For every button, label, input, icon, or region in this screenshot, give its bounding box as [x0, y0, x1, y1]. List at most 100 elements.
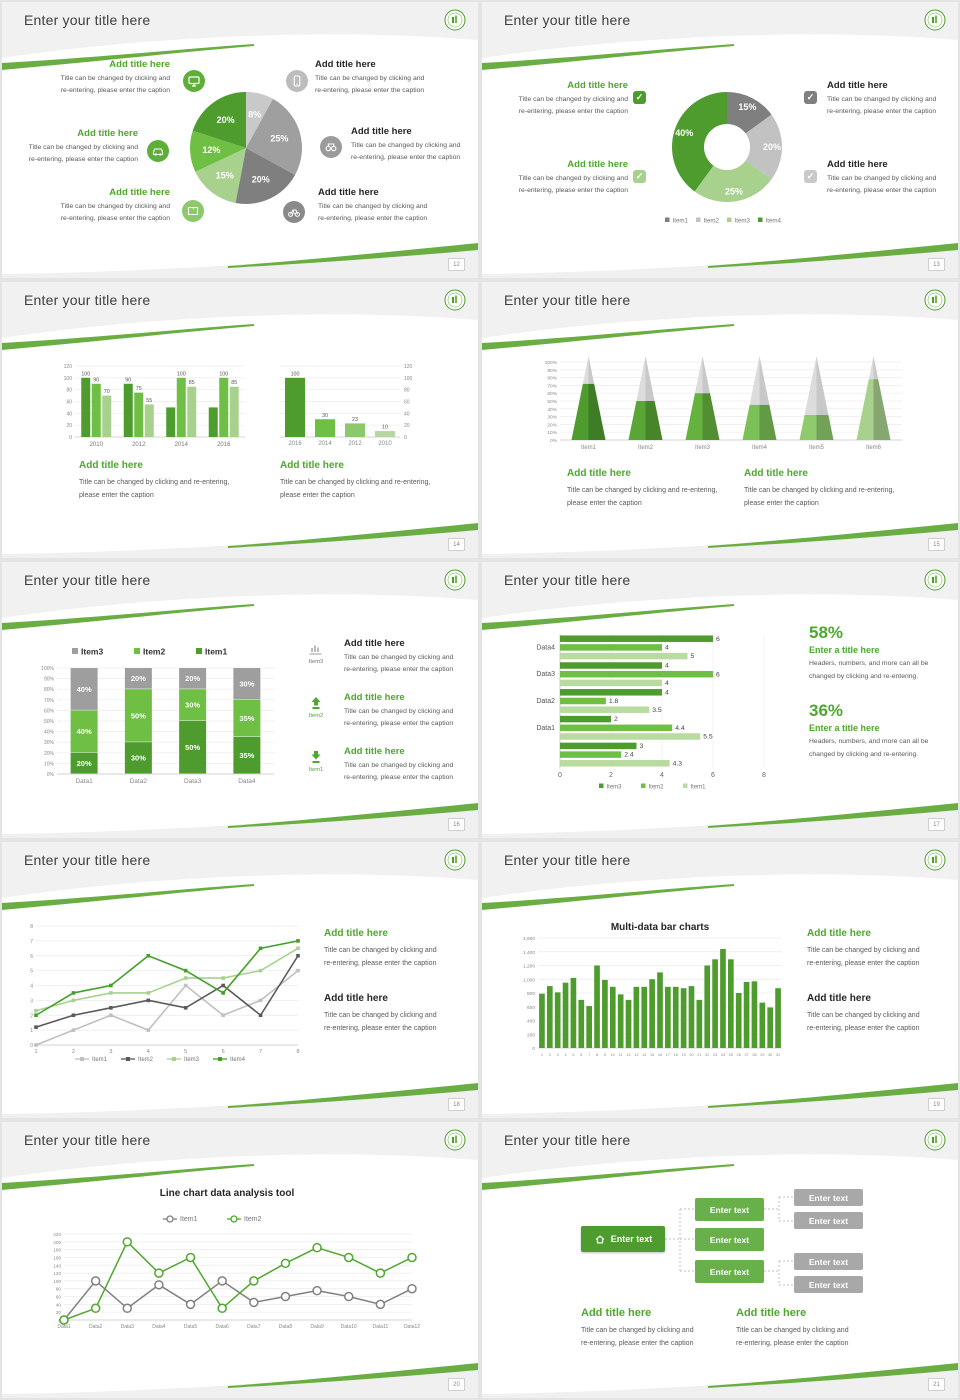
svg-text:Data2: Data2 — [130, 778, 148, 785]
callout-title: Add title here — [736, 1307, 807, 1319]
svg-text:100: 100 — [291, 371, 300, 377]
multi-data-bar-chart: Multi-data bar charts 0 200 400 600 800 1,000 1… — [523, 922, 782, 1057]
horizontal-bar-chart: 0 2 4 6 8 6 4 5 Data4 4 6 4 Data3 4 1.8 3.5 Data2 2 4.4 5.5… — [536, 634, 766, 791]
svg-text:70%: 70% — [547, 383, 557, 389]
slide-decoration — [482, 842, 958, 1118]
line-analysis-chart: Line chart data analysis tool02040608010… — [53, 1188, 420, 1330]
arrow-up-icon: Item2 — [306, 696, 326, 720]
diagram-mid-box[interactable]: Enter text — [695, 1228, 764, 1251]
slide-title: Enter your title here — [504, 1132, 631, 1148]
svg-text:Item4: Item4 — [766, 218, 782, 225]
slide-decoration — [2, 2, 478, 278]
svg-text:40: 40 — [56, 1302, 62, 1307]
slide-19: Enter your title here Multi-data bar cha… — [482, 842, 958, 1118]
svg-text:2016: 2016 — [217, 442, 231, 448]
callout: Add title here Title can be changed by c… — [344, 692, 462, 729]
svg-text:8: 8 — [762, 772, 766, 779]
svg-text:Item2: Item2 — [138, 1057, 154, 1063]
university-logo-icon — [924, 569, 946, 591]
university-logo-icon — [444, 9, 466, 31]
svg-text:23: 23 — [713, 1053, 717, 1057]
svg-text:18: 18 — [674, 1053, 678, 1057]
svg-text:70%: 70% — [44, 698, 55, 704]
slide-21: Enter your title here Enter text Enter t… — [482, 1122, 958, 1398]
diagram-root-box[interactable]: Enter text — [581, 1226, 665, 1252]
svg-text:100%: 100% — [41, 666, 54, 672]
university-logo-icon — [924, 1129, 946, 1151]
svg-text:5: 5 — [30, 969, 33, 975]
svg-text:Item2: Item2 — [638, 445, 654, 451]
checkbox-icon[interactable]: ✓ — [804, 170, 817, 183]
page-number: 20 — [448, 1378, 465, 1391]
svg-text:90: 90 — [125, 377, 131, 383]
slide-decoration — [482, 282, 958, 558]
callout: Add title here Title can be changed by c… — [344, 746, 462, 783]
svg-text:1,000: 1,000 — [523, 977, 535, 983]
page-number: 16 — [448, 818, 465, 831]
checkbox-icon[interactable]: ✓ — [633, 91, 646, 104]
svg-text:2012: 2012 — [348, 441, 362, 447]
svg-text:15%: 15% — [738, 102, 756, 112]
svg-text:24: 24 — [721, 1053, 725, 1057]
svg-text:12: 12 — [626, 1053, 630, 1057]
svg-text:2: 2 — [30, 1013, 33, 1019]
svg-text:4.4: 4.4 — [675, 725, 685, 732]
svg-text:Item6: Item6 — [866, 445, 882, 451]
slide-14: Enter your title here 0 20 40 60 80 100 120 100… — [2, 282, 478, 558]
svg-text:90%: 90% — [547, 368, 557, 374]
callout-title: Add title here — [79, 460, 143, 471]
slide-16: Enter your title here 0% 10% 20% 30% 40% 50% 6… — [2, 562, 478, 838]
svg-text:40: 40 — [66, 411, 72, 417]
svg-text:60: 60 — [404, 400, 410, 406]
svg-text:4: 4 — [660, 772, 664, 779]
checkbox-icon[interactable]: ✓ — [804, 91, 817, 104]
svg-text:20%: 20% — [185, 674, 200, 683]
checkbox-icon[interactable]: ✓ — [633, 170, 646, 183]
svg-text:60: 60 — [66, 400, 72, 406]
svg-text:Data2: Data2 — [89, 1324, 103, 1330]
slide-17: Enter your title here 0 2 4 6 8 6 4 5 Data4 4 6 4 Da… — [482, 562, 958, 838]
svg-text:60%: 60% — [547, 391, 557, 397]
svg-text:4: 4 — [147, 1049, 150, 1055]
svg-text:Item5: Item5 — [809, 445, 825, 451]
svg-text:120: 120 — [53, 1271, 61, 1276]
svg-text:6: 6 — [716, 671, 720, 678]
svg-text:200: 200 — [53, 1240, 61, 1245]
stat-block: 58% Enter a title here Headers, numbers,… — [809, 624, 949, 683]
svg-text:Data9: Data9 — [310, 1324, 324, 1330]
svg-text:16: 16 — [658, 1053, 662, 1057]
svg-text:25%: 25% — [725, 186, 743, 196]
svg-text:Item4: Item4 — [230, 1057, 246, 1063]
diagram-mid-box[interactable]: Enter text — [695, 1260, 764, 1283]
callout: Add title here Title can be changed by c… — [581, 1307, 731, 1350]
svg-text:20%: 20% — [44, 751, 55, 757]
diagram-leaf-box[interactable]: Enter text — [794, 1189, 863, 1206]
callout-title: Add title here — [567, 468, 631, 479]
diagram-leaf-box[interactable]: Enter text — [794, 1276, 863, 1293]
donut-chart: 15% 20% 25% 40% Item1 Item2 Item3 Item4 — [665, 92, 782, 225]
svg-text:26: 26 — [737, 1053, 741, 1057]
svg-text:30: 30 — [768, 1053, 772, 1057]
svg-text:Data4: Data4 — [152, 1324, 166, 1330]
callout: Add title here Title can be changed by c… — [20, 59, 170, 96]
stat-title: Enter a title here — [809, 645, 880, 655]
svg-text:30%: 30% — [131, 754, 146, 763]
callout-title: Add title here — [315, 59, 376, 70]
svg-text:40%: 40% — [77, 685, 92, 694]
svg-text:20%: 20% — [252, 174, 270, 184]
diagram-leaf-box[interactable]: Enter text — [794, 1212, 863, 1229]
svg-text:75: 75 — [136, 386, 142, 392]
callout: Add title here Title can be changed by c… — [807, 928, 957, 970]
svg-text:100: 100 — [404, 376, 413, 382]
monitor-icon — [183, 70, 205, 92]
diagram-leaf-box[interactable]: Enter text — [794, 1253, 863, 1270]
svg-text:20%: 20% — [547, 422, 557, 428]
diagram-mid-box[interactable]: Enter text — [695, 1198, 764, 1221]
svg-text:Data12: Data12 — [404, 1324, 420, 1330]
callout: Add title here Title can be changed by c… — [20, 187, 170, 224]
svg-text:Data1: Data1 — [75, 778, 93, 785]
svg-text:4.3: 4.3 — [673, 760, 683, 767]
svg-text:Item3: Item3 — [607, 785, 623, 791]
university-logo-icon — [444, 569, 466, 591]
svg-text:29: 29 — [760, 1053, 764, 1057]
